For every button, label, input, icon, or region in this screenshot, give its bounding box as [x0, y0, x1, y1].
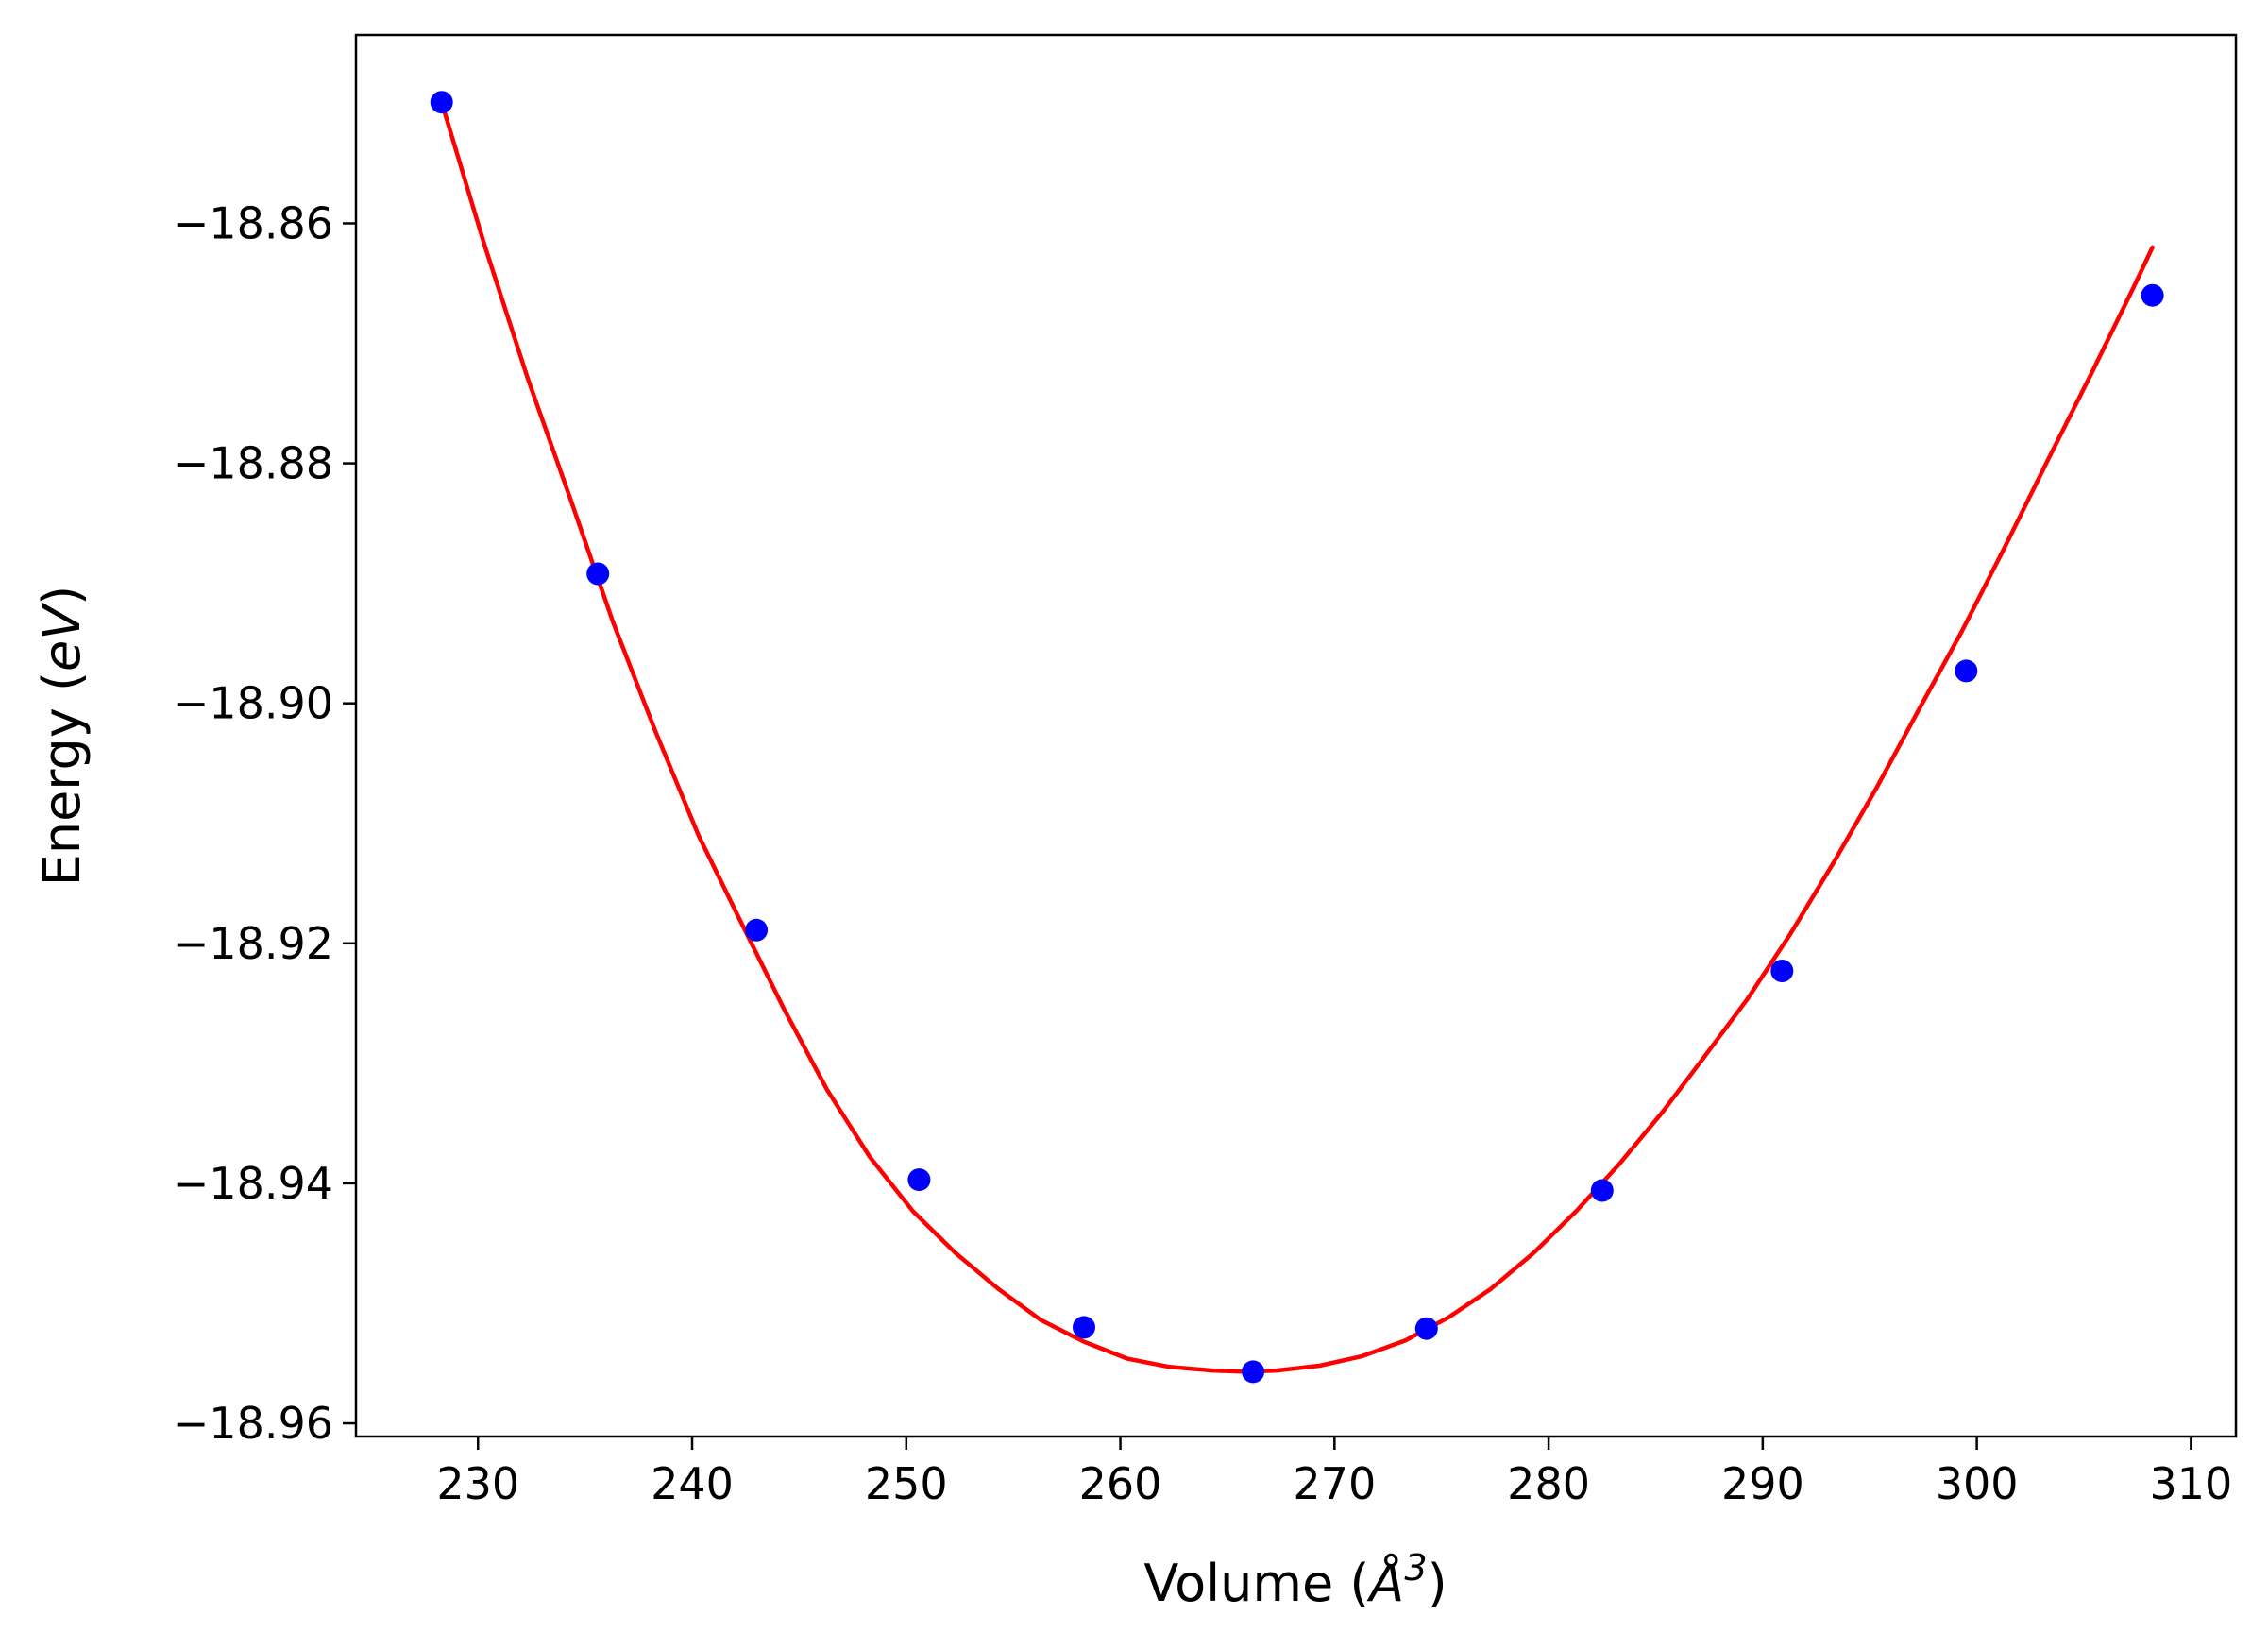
x-axis-label-symbol: Å [1366, 1553, 1404, 1613]
y-tick-label: −18.96 [173, 1398, 333, 1449]
data-point [1770, 960, 1794, 982]
data-point [586, 562, 610, 586]
x-tick-label: 260 [1079, 1458, 1162, 1509]
plot-area [430, 91, 2164, 1384]
y-tick-label: −18.92 [173, 918, 333, 969]
data-point [745, 918, 769, 942]
x-tick-label: 270 [1293, 1458, 1376, 1509]
data-point [1073, 1316, 1095, 1339]
x-tick-label: 290 [1721, 1458, 1804, 1509]
data-point [1590, 1179, 1614, 1202]
data-point [1242, 1360, 1265, 1384]
x-axis-label-prefix: Volume ( [1143, 1554, 1369, 1613]
x-tick-label: 230 [436, 1458, 519, 1509]
data-point [430, 91, 453, 114]
y-axis-ticks: −18.86 −18.88 −18.90 −18.92 −18.94 −18.96 [173, 197, 356, 1449]
y-tick-label: −18.86 [173, 197, 333, 248]
x-tick-label: 300 [1936, 1458, 2019, 1509]
x-tick-label: 250 [865, 1458, 948, 1509]
x-axis-label: Volume (Å3) [1143, 1547, 1447, 1613]
data-point [907, 1168, 931, 1192]
x-axis-ticks: 230 240 250 260 270 280 290 300 310 [436, 1437, 2232, 1509]
data-point [1414, 1317, 1438, 1340]
y-tick-label: −18.94 [173, 1158, 333, 1209]
y-axis-label-symbol: eV [32, 602, 92, 672]
x-tick-label: 280 [1507, 1458, 1590, 1509]
fit-curve [439, 99, 2155, 1374]
x-axis-label-suffix: ) [1428, 1554, 1447, 1613]
series-layer [430, 91, 2164, 1384]
y-axis-label: Energy (eV) [32, 586, 92, 887]
x-tick-label: 310 [2149, 1458, 2232, 1509]
y-tick-label: −18.88 [173, 438, 333, 489]
axes-frame [354, 33, 2238, 1438]
x-tick-label: 240 [651, 1458, 734, 1509]
data-point [1955, 659, 1978, 683]
data-point [2141, 283, 2164, 307]
y-tick-label: −18.90 [173, 678, 333, 729]
x-axis-label-superscript: 3 [1404, 1547, 1427, 1589]
y-axis-label-prefix: Energy ( [32, 672, 92, 886]
y-axis-label-suffix: ) [32, 586, 92, 605]
